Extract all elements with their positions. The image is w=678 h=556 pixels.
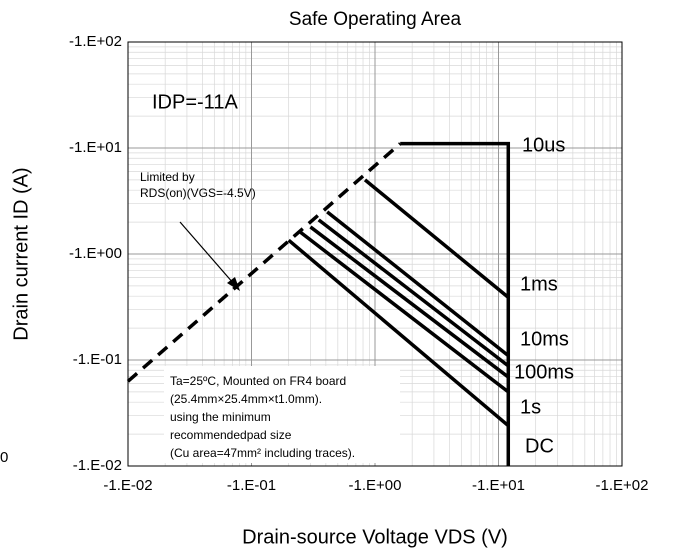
- x-tick-label: -1.E+02: [596, 477, 649, 494]
- series-line: [287, 238, 510, 428]
- x-tick-label: -1.E+00: [349, 477, 402, 494]
- series-line: [326, 210, 510, 357]
- annotation: (25.4mm×25.4mm×t1.0mm).: [170, 392, 322, 406]
- x-tick-label: -1.E+01: [472, 477, 525, 494]
- annotation: RDS(on)(VGS=-4.5V): [140, 186, 256, 200]
- annotation: recommendedpad size: [170, 428, 292, 442]
- annotation: using the minimum: [170, 410, 271, 424]
- y-tick-label: -1.E+02: [69, 33, 122, 50]
- series-label: 100ms: [514, 361, 574, 383]
- arrow: [179, 221, 235, 285]
- series-label: DC: [525, 435, 554, 457]
- series-label: 10ms: [520, 328, 569, 350]
- series-label: 1ms: [520, 273, 558, 295]
- y-tick-label: -1.E+00: [69, 245, 122, 262]
- plot-frame: [127, 41, 623, 467]
- series-line: [299, 230, 510, 394]
- annotation: 0: [0, 449, 8, 466]
- x-tick-label: -1.E-02: [103, 477, 152, 494]
- series-label: 10us: [522, 134, 565, 156]
- series-line: [309, 225, 510, 379]
- annotation: Ta=25ºC, Mounted on FR4 board: [170, 374, 346, 388]
- chart-title: Safe Operating Area: [289, 9, 462, 30]
- annotation: Limited by: [140, 170, 195, 184]
- y-tick-label: -1.E-01: [73, 351, 122, 368]
- y-tick-label: -1.E-02: [73, 457, 122, 474]
- y-tick-label: -1.E+01: [69, 139, 122, 156]
- annotation: IDP=-11A: [152, 91, 238, 113]
- series-label: 1s: [520, 396, 541, 418]
- series-line: [363, 178, 510, 299]
- annotation: (Cu area=47mm² including traces).: [170, 446, 355, 460]
- note-box: [164, 366, 400, 463]
- x-tick-label: -1.E-01: [227, 477, 276, 494]
- series-line: [400, 141, 511, 466]
- y-axis-label: Drain current ID (A): [10, 167, 32, 340]
- x-axis-label: Drain-source Voltage VDS (V): [242, 526, 508, 548]
- series-line: [126, 142, 402, 383]
- series-line: [317, 218, 510, 368]
